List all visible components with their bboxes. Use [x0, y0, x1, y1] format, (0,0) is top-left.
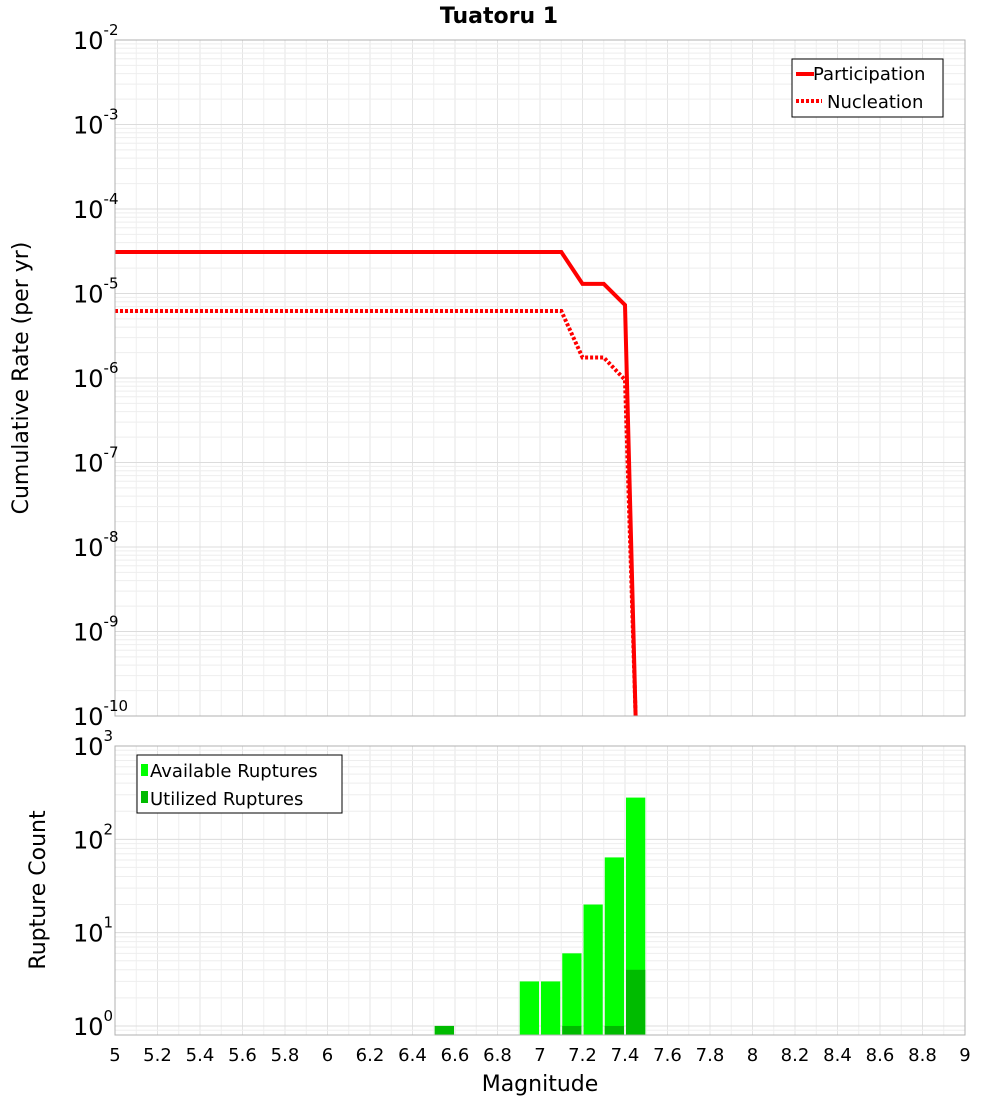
participation-line	[115, 250, 638, 717]
rate-y-tick-label: 10-6	[73, 359, 119, 393]
rate-plot: 10-10 10-9 10-8 10-7 10-6 10-5 10-4 10-3 10-2 Cu…	[9, 21, 966, 731]
x-tick-label: 5	[109, 1045, 120, 1066]
chart-title: Tuatoru 1	[440, 4, 558, 29]
x-tick-label: 7.4	[611, 1045, 640, 1066]
available-ruptures-bar	[519, 981, 539, 1035]
rate-y-tick-label: 10-5	[73, 275, 119, 309]
rate-y-tick-label: 10-3	[73, 106, 119, 140]
count-y-tick-label: 100	[73, 1007, 113, 1041]
x-tick-label: 8	[747, 1045, 758, 1066]
available-ruptures-bar	[604, 857, 624, 1035]
rate-plot-series	[115, 250, 638, 717]
x-tick-label: 5.8	[271, 1045, 300, 1066]
rate-y-tick-label: 10-4	[73, 190, 119, 224]
x-tick-label: 8.6	[866, 1045, 895, 1066]
utilized-legend-swatch	[141, 791, 148, 803]
utilized-legend-label: Utilized Ruptures	[150, 789, 303, 810]
x-tick-label: 7.8	[696, 1045, 725, 1066]
available-ruptures-bar	[541, 981, 561, 1035]
available-legend-swatch	[141, 764, 148, 776]
utilized-ruptures-bar	[434, 1025, 454, 1035]
x-tick-label: 7	[534, 1045, 545, 1066]
count-y-tick-label: 103	[73, 727, 113, 761]
x-tick-label: 6	[322, 1045, 333, 1066]
x-tick-label: 8.2	[781, 1045, 810, 1066]
rate-y-tick-label: 10-7	[73, 444, 119, 478]
x-tick-label: 9	[959, 1045, 970, 1066]
rate-y-ticks: 10-10 10-9 10-8 10-7 10-6 10-5 10-4 10-3 10-2	[73, 21, 128, 731]
x-tick-label: 8.4	[823, 1045, 852, 1066]
x-tick-label: 6.4	[398, 1045, 427, 1066]
x-tick-label: 6.2	[356, 1045, 385, 1066]
available-ruptures-bar	[583, 904, 603, 1035]
available-legend-label: Available Ruptures	[150, 761, 318, 782]
utilized-ruptures-bar	[562, 1025, 582, 1035]
rate-y-tick-label: 10-2	[73, 21, 119, 55]
utilized-ruptures-bar	[626, 969, 646, 1035]
rate-y-tick-label: 10-10	[73, 697, 128, 731]
count-plot-frame	[114, 745, 966, 1036]
magnitude-x-ticks: 5 5.2 5.4 5.6 5.8 6 6.2 6.4 6.6 6.8 7 7.2 7.4 7.6 7.8 8…	[109, 1045, 970, 1066]
rate-y-tick-label: 10-9	[73, 613, 119, 647]
count-y-ticks: 100 101 102 103	[73, 727, 113, 1041]
count-y-tick-label: 101	[73, 914, 113, 948]
rate-y-axis-label: Cumulative Rate (per yr)	[9, 242, 34, 515]
count-plot-bars	[434, 797, 646, 1035]
nucleation-line	[115, 309, 638, 717]
magnitude-x-axis-label: Magnitude	[482, 1072, 599, 1097]
count-legend-box	[136, 754, 343, 814]
utilized-ruptures-bar	[604, 1025, 624, 1035]
rate-y-tick-label: 10-8	[73, 528, 119, 562]
count-plot: 100 101 102 103 5 5.2 5.4 5.6 5.8 6 6.2 6.4 6.6 6.8 7…	[26, 727, 971, 1097]
available-ruptures-bar	[562, 953, 582, 1035]
x-tick-label: 5.4	[186, 1045, 215, 1066]
nucleation-legend-label: Nucleation	[827, 92, 923, 113]
x-tick-label: 7.6	[653, 1045, 682, 1066]
x-tick-label: 6.6	[441, 1045, 470, 1066]
count-plot-grid	[114, 745, 966, 1036]
count-legend: Available Ruptures Utilized Ruptures	[136, 754, 343, 814]
x-tick-label: 5.2	[143, 1045, 172, 1066]
count-y-tick-label: 102	[73, 820, 113, 854]
x-tick-label: 6.8	[483, 1045, 512, 1066]
participation-legend-label: Participation	[813, 64, 925, 85]
x-tick-label: 8.8	[908, 1045, 937, 1066]
x-tick-label: 5.6	[228, 1045, 257, 1066]
rate-legend-box	[791, 58, 944, 118]
rate-plot-frame	[114, 39, 966, 717]
rate-legend: Participation Nucleation	[791, 58, 944, 118]
count-y-axis-label: Rupture Count	[26, 810, 51, 970]
x-tick-label: 7.2	[568, 1045, 597, 1066]
rate-plot-grid	[114, 39, 966, 717]
